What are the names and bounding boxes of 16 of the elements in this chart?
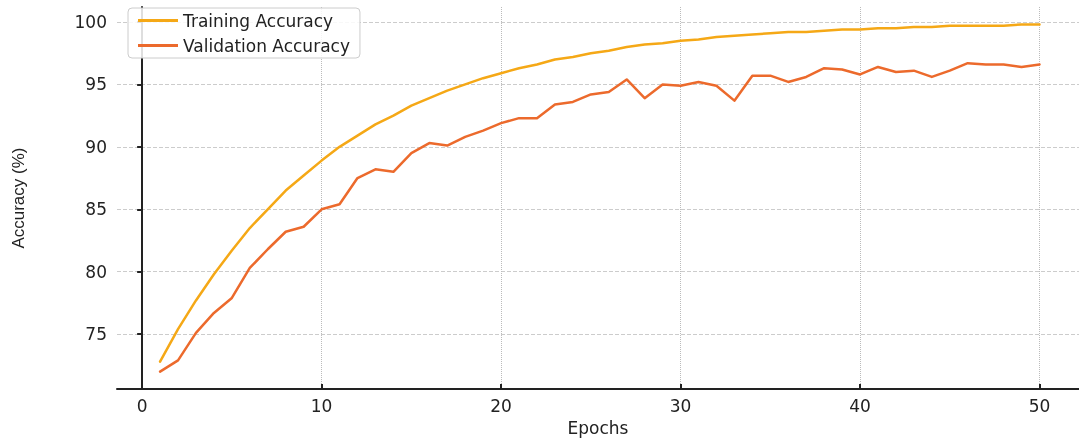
y-tick-label: 75 (85, 324, 107, 345)
y-axis-title: Accuracy (%) (9, 147, 28, 249)
legend-label: Validation Accuracy (183, 35, 350, 56)
x-tick-label: 40 (849, 395, 871, 416)
x-tick-label: 20 (490, 395, 512, 416)
x-axis-title: Epochs (567, 417, 629, 438)
y-tick-label: 80 (85, 261, 107, 282)
x-tick-label: 0 (136, 395, 148, 416)
x-tick-label: 10 (310, 395, 333, 416)
y-tick-label: 95 (85, 74, 107, 95)
x-tick-label: 30 (669, 395, 692, 416)
legend-label: Training Accuracy (182, 10, 334, 31)
x-tick-label: 50 (1028, 395, 1051, 416)
y-tick-label: 100 (74, 11, 107, 32)
y-tick-label: 90 (85, 136, 107, 157)
y-tick-label: 85 (85, 199, 107, 220)
